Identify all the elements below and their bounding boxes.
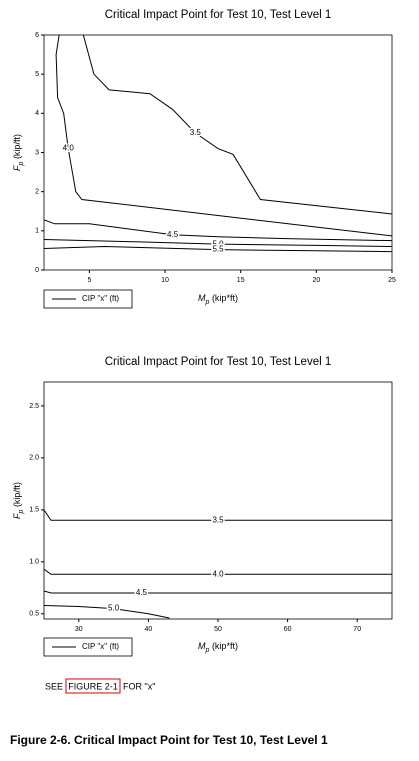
legend-box <box>43 637 133 657</box>
x-tick-label: 70 <box>353 626 361 633</box>
y-label-sub: p <box>18 509 25 514</box>
contour-line <box>55 35 392 237</box>
contour-label: 5.0 <box>108 604 120 613</box>
y-tick-label: 1.5 <box>29 507 39 514</box>
y-label-main: F <box>12 513 22 519</box>
y-tick-label: 1.0 <box>29 559 39 566</box>
x-tick-label: 20 <box>312 277 320 284</box>
x-axis-label: Mp (kip*ft) <box>198 641 238 653</box>
caption: Figure 2-6. Critical Impact Point for Te… <box>10 733 328 747</box>
link-box[interactable] <box>65 678 121 694</box>
x-label-main: M <box>198 293 206 303</box>
x-tick-label: 60 <box>284 626 292 633</box>
contour-line <box>44 245 392 253</box>
chart: Critical Impact Point for Test 10, Test … <box>12 356 393 657</box>
contour-line <box>44 604 170 619</box>
chart-title: Critical Impact Point for Test 10, Test … <box>105 9 332 21</box>
plot-frame <box>43 381 393 620</box>
contours <box>44 509 392 619</box>
y-label-sub: p <box>18 161 25 166</box>
contour-label: 5.5 <box>212 245 224 254</box>
x-label-rest: (kip*ft) <box>209 293 238 303</box>
legend-label: CIP "x" (ft) <box>82 294 119 303</box>
x-tick-label: 10 <box>161 277 169 284</box>
x-tick-label: 15 <box>237 277 245 284</box>
y-tick-label: 5 <box>35 71 39 78</box>
x-tick-label: 40 <box>145 626 153 633</box>
y-tick-label: 0.5 <box>29 611 39 618</box>
contour-line <box>44 219 392 242</box>
x-label-sub: p <box>205 647 210 654</box>
contour-label: 4.5 <box>167 230 179 239</box>
contour-line <box>82 35 392 215</box>
x-tick-label: 30 <box>75 626 83 633</box>
y-label-rest: (kip/ft) <box>12 134 22 162</box>
note-pre: SEE <box>45 681 63 691</box>
y-axis-label: Fp (kip/ft) <box>12 134 24 171</box>
x-tick-label: 50 <box>214 626 222 633</box>
plot-frame <box>43 34 393 271</box>
y-tick-label: 1 <box>35 228 39 235</box>
contour-label: 4.0 <box>212 569 224 578</box>
x-label-main: M <box>198 641 206 651</box>
contour-label: 4.5 <box>136 588 148 597</box>
y-tick-label: 3 <box>35 149 39 156</box>
x-label-sub: p <box>205 299 210 306</box>
x-tick-label: 5 <box>87 277 91 284</box>
legend-box <box>43 289 133 309</box>
contour-line <box>44 238 392 247</box>
x-tick-label: 25 <box>388 277 396 284</box>
y-tick-label: 2 <box>35 189 39 196</box>
legend-label: CIP "x" (ft) <box>82 642 119 651</box>
contour-line <box>44 568 392 575</box>
chart-title: Critical Impact Point for Test 10, Test … <box>105 356 332 368</box>
y-label-main: F <box>12 165 22 171</box>
y-tick-label: 6 <box>35 32 39 39</box>
contours <box>44 35 392 253</box>
contour-line <box>44 590 392 594</box>
y-axis-label: Fp (kip/ft) <box>12 482 24 519</box>
contour-label: 4.0 <box>63 144 75 153</box>
y-tick-label: 2.5 <box>29 403 39 410</box>
x-label-rest: (kip*ft) <box>209 641 238 651</box>
note-post: FOR "x" <box>123 681 155 691</box>
chart: Critical Impact Point for Test 10, Test … <box>12 9 396 309</box>
y-tick-label: 4 <box>35 110 39 117</box>
contour-label: 5.0 <box>212 239 224 248</box>
contour-line <box>44 509 392 521</box>
y-label-rest: (kip/ft) <box>12 482 22 510</box>
x-axis-label: Mp (kip*ft) <box>198 293 238 305</box>
y-tick-label: 2.0 <box>29 455 39 462</box>
contour-label: 3.5 <box>212 515 224 524</box>
y-tick-label: 0 <box>35 267 39 274</box>
contour-label: 3.5 <box>190 128 202 137</box>
note-link[interactable]: FIGURE 2-1 <box>68 681 118 691</box>
